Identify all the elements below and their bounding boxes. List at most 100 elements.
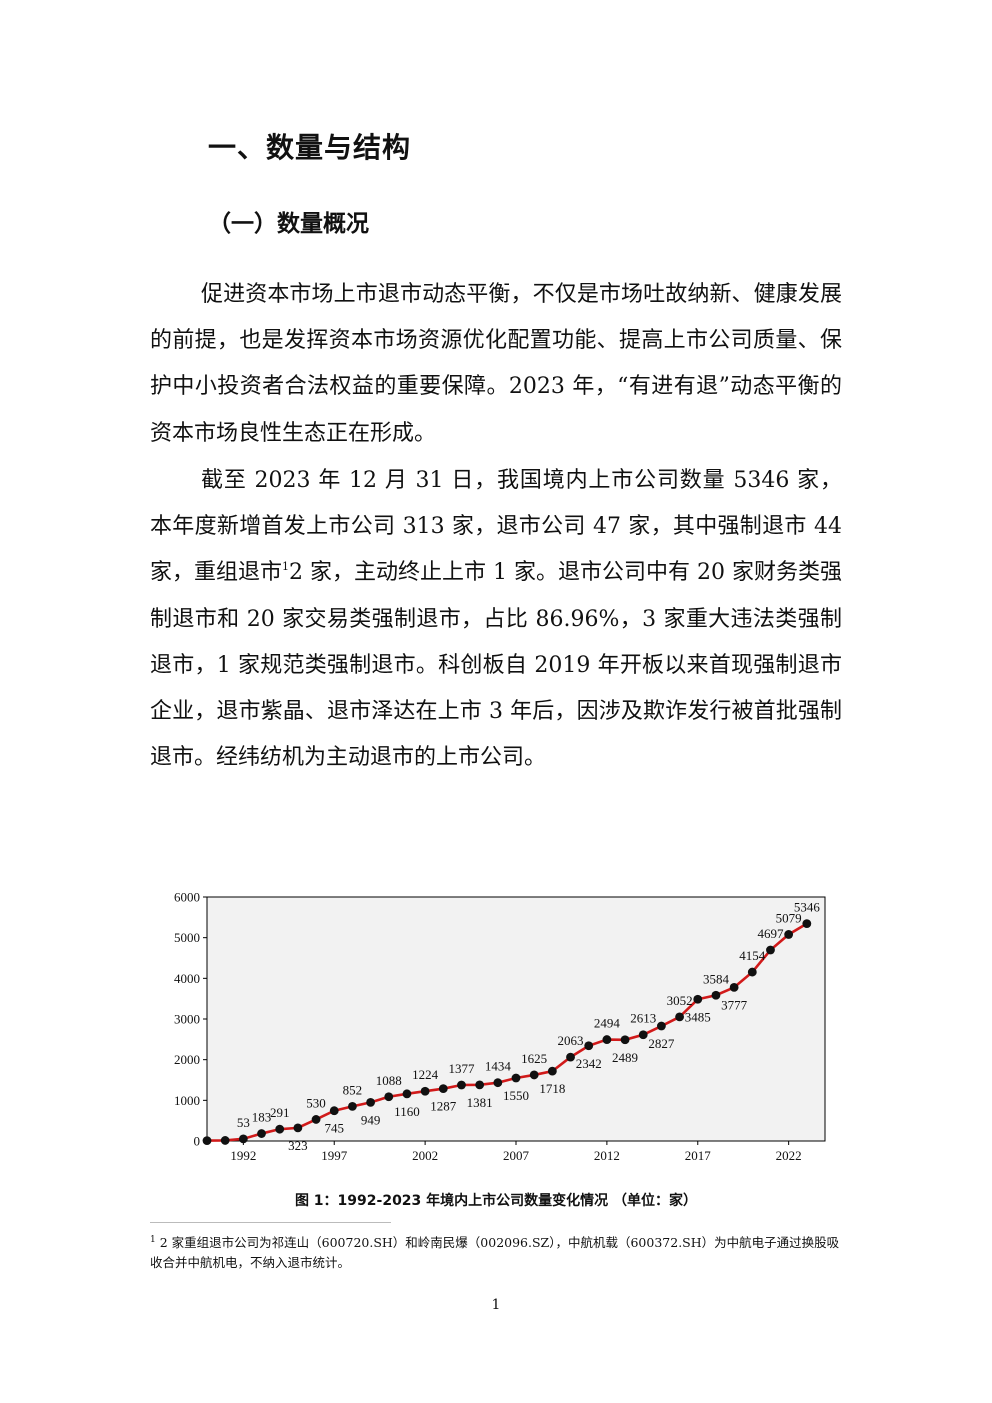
- data-label: 53: [237, 1115, 250, 1130]
- series-line: [206, 922, 808, 1142]
- data-point: [638, 1030, 648, 1040]
- paragraph-text-after-ref: 2 家，主动终止上市 1 家。退市公司中有 20 家财务类强制退市和 20 家交…: [150, 560, 842, 771]
- data-point: [220, 1136, 230, 1145]
- data-label: 1381: [467, 1095, 493, 1110]
- data-point: [475, 1080, 485, 1090]
- data-label: 183: [252, 1110, 272, 1125]
- y-tick-label: 6000: [174, 890, 200, 905]
- series-markers: [202, 919, 812, 1145]
- data-label: 3777: [721, 997, 748, 1012]
- data-label: 1434: [485, 1059, 512, 1074]
- data-label: 1160: [394, 1104, 420, 1119]
- data-point: [602, 1035, 612, 1044]
- data-label: 1088: [376, 1073, 402, 1088]
- y-tick-label: 2000: [174, 1052, 200, 1067]
- data-label: 530: [306, 1095, 326, 1110]
- data-point: [493, 1078, 503, 1088]
- data-label: 5079: [776, 910, 802, 925]
- data-label: 1287: [430, 1099, 457, 1114]
- data-point: [420, 1086, 430, 1096]
- data-point: [747, 967, 757, 977]
- x-tick-label: 2022: [776, 1148, 802, 1163]
- data-label: 1625: [521, 1051, 547, 1066]
- y-tick-label: 1000: [174, 1093, 200, 1108]
- data-label: 4697: [757, 926, 784, 941]
- data-point: [620, 1035, 630, 1045]
- data-label: 4154: [739, 948, 766, 963]
- page-number: 1: [491, 1297, 501, 1313]
- data-point: [438, 1084, 448, 1094]
- y-axis: 0 1000 2000 3000 4000 5000 6000: [174, 890, 207, 1149]
- data-point: [275, 1124, 285, 1134]
- data-label: 852: [343, 1082, 363, 1097]
- data-label: 2342: [576, 1056, 602, 1071]
- paragraph-text-before-ref: 截至 2023 年 12 月 31 日，我国境内上市公司数量 5346 家，本年…: [150, 468, 842, 586]
- data-label: 3485: [685, 1009, 711, 1024]
- data-label: 2827: [648, 1036, 675, 1051]
- data-label: 1224: [412, 1067, 439, 1082]
- x-tick-label: 2007: [503, 1148, 530, 1163]
- data-label: 2613: [630, 1011, 656, 1026]
- data-point: [293, 1123, 303, 1133]
- data-point: [529, 1070, 539, 1080]
- data-point: [766, 945, 775, 955]
- data-point: [711, 990, 721, 1000]
- data-point: [238, 1134, 248, 1144]
- data-point: [802, 919, 812, 928]
- data-label: 5346: [794, 900, 821, 915]
- data-label: 291: [270, 1105, 290, 1120]
- y-tick-label: 4000: [174, 971, 200, 986]
- data-point: [547, 1066, 557, 1076]
- data-point: [311, 1115, 321, 1124]
- footnote-divider: [150, 1222, 391, 1223]
- data-point: [511, 1073, 521, 1083]
- data-point: [348, 1101, 357, 1111]
- body-paragraph-1: 促进资本市场上市退市动态平衡，不仅是市场吐故纳新、健康发展的前提，也是发挥资本市…: [150, 282, 842, 446]
- data-label: 3584: [703, 971, 730, 986]
- data-point: [384, 1092, 394, 1102]
- data-label: 2063: [558, 1033, 584, 1048]
- listed-companies-line-chart: 0 1000 2000 3000 4000 5000 6000 1992 1997 2002 20…: [174, 890, 826, 1163]
- data-label: 745: [324, 1121, 344, 1136]
- data-point: [657, 1021, 666, 1031]
- x-tick-label: 1997: [321, 1148, 348, 1163]
- data-label: 1377: [448, 1061, 475, 1076]
- y-tick-label: 0: [194, 1134, 201, 1149]
- data-point: [366, 1098, 375, 1107]
- footnote: 1 2 家重组退市公司为祁连山（600720.SH）和岭南民爆（002096.S…: [150, 1233, 842, 1273]
- section-heading: 一、数量与结构: [208, 131, 412, 164]
- data-point: [584, 1041, 594, 1051]
- footnote-text: 2 家重组退市公司为祁连山（600720.SH）和岭南民爆（002096.SZ）…: [150, 1235, 840, 1270]
- data-point: [257, 1129, 266, 1138]
- data-label: 2489: [612, 1050, 638, 1065]
- y-tick-label: 3000: [174, 1012, 200, 1027]
- data-point: [402, 1089, 412, 1099]
- footnote-ref[interactable]: 1: [282, 560, 290, 574]
- data-point: [329, 1106, 339, 1116]
- x-tick-label: 2002: [412, 1148, 438, 1163]
- data-label: 1550: [503, 1088, 529, 1103]
- data-label: 1718: [539, 1081, 565, 1096]
- x-tick-label: 1992: [230, 1148, 256, 1163]
- x-tick-label: 2012: [594, 1148, 620, 1163]
- body-paragraph-2: 截至 2023 年 12 月 31 日，我国境内上市公司数量 5346 家，本年…: [150, 458, 842, 781]
- subsection-heading: （一）数量概况: [208, 211, 369, 237]
- data-point: [784, 930, 794, 939]
- x-axis: 1992 1997 2002 2007 2012 2017 2022: [230, 1141, 802, 1163]
- footnote-mark: 1: [150, 1235, 156, 1245]
- y-tick-label: 5000: [174, 930, 200, 945]
- figure-caption: 图 1：1992-2023 年境内上市公司数量变化情况 （单位：家）: [294, 1193, 698, 1209]
- data-label: 323: [288, 1138, 308, 1153]
- data-point: [566, 1052, 575, 1062]
- data-label: 3052: [667, 993, 693, 1008]
- data-point: [457, 1080, 466, 1090]
- data-point: [202, 1136, 212, 1145]
- data-point: [675, 1012, 684, 1022]
- x-tick-label: 2017: [685, 1148, 712, 1163]
- data-label: 949: [361, 1112, 381, 1127]
- plot-area: [206, 896, 826, 1142]
- data-point: [729, 983, 739, 992]
- data-point: [693, 994, 703, 1004]
- data-label: 2494: [594, 1016, 621, 1031]
